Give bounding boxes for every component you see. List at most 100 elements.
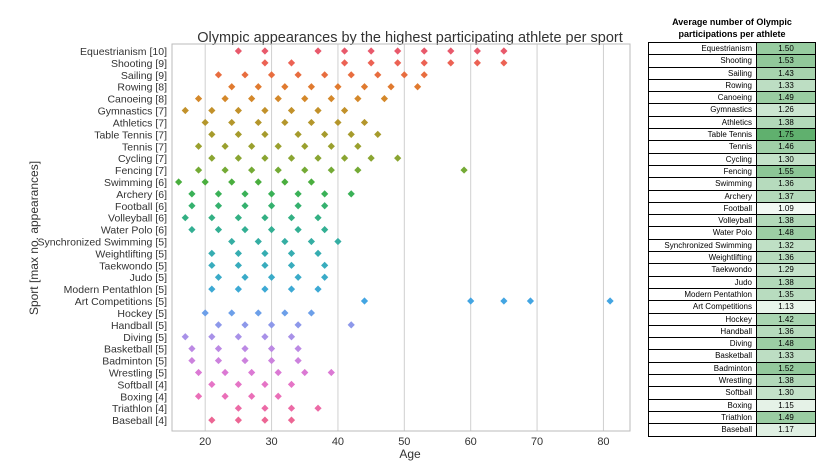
data-point [188,202,196,210]
data-point [241,190,249,198]
data-point [234,106,242,115]
y-tick-label: Sailing [9] [121,70,167,82]
y-tick-label: Basketball [5] [104,344,167,356]
table-row: Sailing 1.43 [648,67,816,80]
y-tick-label: Water Polo [6] [101,225,167,237]
table-cell-value: 1.48 [757,227,815,239]
y-tick-label: Baseball [4] [112,415,167,427]
data-point [374,71,382,79]
scatter-chart: Olympic appearances by the highest parti… [27,30,631,461]
data-point [287,261,296,269]
data-point [327,166,335,174]
data-point [228,309,236,317]
data-point [254,178,262,186]
y-tick-label: Wrestling [5] [109,367,167,379]
data-point [254,118,262,127]
data-point [360,83,369,91]
x-tick-labels: 20 30 40 50 60 70 80 [199,436,610,448]
table-row: Table Tennis 1.75 [648,129,816,142]
data-point [208,261,216,269]
table-row: Equestrianism 1.50 [648,43,816,56]
data-point [367,47,375,55]
x-tick-label: 70 [531,436,543,448]
table-cell-sport: Cycling [649,153,757,165]
data-point [261,285,269,293]
data-point [367,154,375,162]
data-point [420,47,428,55]
y-tick-label: Volleyball [6] [108,213,167,225]
table-cell-value: 1.15 [757,399,815,411]
table-cell-value: 1.50 [757,43,815,55]
table-cell-sport: Table Tennis [649,129,757,141]
data-point [387,83,395,91]
data-point [228,237,236,246]
data-point [281,178,289,186]
table-row: Volleyball 1.38 [648,215,816,228]
data-point [261,404,269,412]
data-point [214,71,223,79]
data-point [340,47,349,55]
data-point [354,142,362,150]
table-cell-value: 1.13 [757,301,815,313]
y-tick-label: Football [6] [115,201,167,213]
table-row: Badminton 1.52 [648,362,816,376]
chart-title: Olympic appearances by the highest parti… [197,30,623,46]
data-point [261,59,269,67]
data-point [208,214,216,222]
table-title-line2: participations per athlete [678,29,786,39]
data-point [314,106,322,115]
table-cell-sport: Wrestling [649,375,757,387]
table-row: Football 1.09 [648,202,816,216]
data-point [234,154,242,162]
table-row: Swimming 1.36 [648,178,816,191]
table-title: Average number of Olympic participations… [648,16,816,42]
data-point [267,190,276,198]
data-point [234,214,242,222]
data-point [188,225,196,234]
data-point [314,154,322,162]
data-point [241,273,249,281]
data-point [261,47,269,55]
data-point [261,130,269,138]
table-cell-value: 1.53 [757,55,815,67]
x-tick-label: 60 [465,436,477,448]
table-title-line1: Average number of Olympic [672,17,792,27]
data-point [214,345,223,353]
data-point [347,190,355,198]
table-row: Tennis 1.46 [648,141,816,154]
data-point [261,333,269,341]
table-cell-sport: Sailing [649,67,757,79]
table-cell-value: 1.49 [757,411,815,424]
table-cell-value: 1.42 [757,313,815,325]
data-point [261,154,269,162]
data-point [360,297,369,305]
table-cell-value: 1.30 [757,153,815,165]
data-point [321,71,329,79]
data-point [261,106,269,115]
table-cell-value: 1.35 [757,288,815,301]
data-point [214,321,223,329]
data-point [294,345,302,353]
data-point [321,273,329,281]
table-cell-value: 1.38 [757,276,815,288]
data-point [374,130,382,138]
data-point [208,333,216,341]
data-point [181,106,189,115]
data-point [248,166,256,174]
table-cell-value: 1.36 [757,325,815,338]
data-point [274,95,282,103]
y-tick-label: Tennis [7] [122,141,167,153]
data-point [606,297,614,305]
y-tick-label: Synchronized Swimming [5] [37,237,167,249]
data-point [188,356,196,365]
data-point [214,356,223,365]
table-row: Athletics 1.38 [648,116,816,130]
data-point [234,380,242,388]
data-point [194,95,203,103]
plot-area-frame [171,43,631,432]
y-tick-label: Hockey [5] [117,308,167,320]
y-tick-label: Handball [5] [111,320,167,332]
data-point [221,166,229,174]
table-cell-sport: Art Competitions [649,301,757,313]
table-cell-value: 1.33 [757,79,815,92]
